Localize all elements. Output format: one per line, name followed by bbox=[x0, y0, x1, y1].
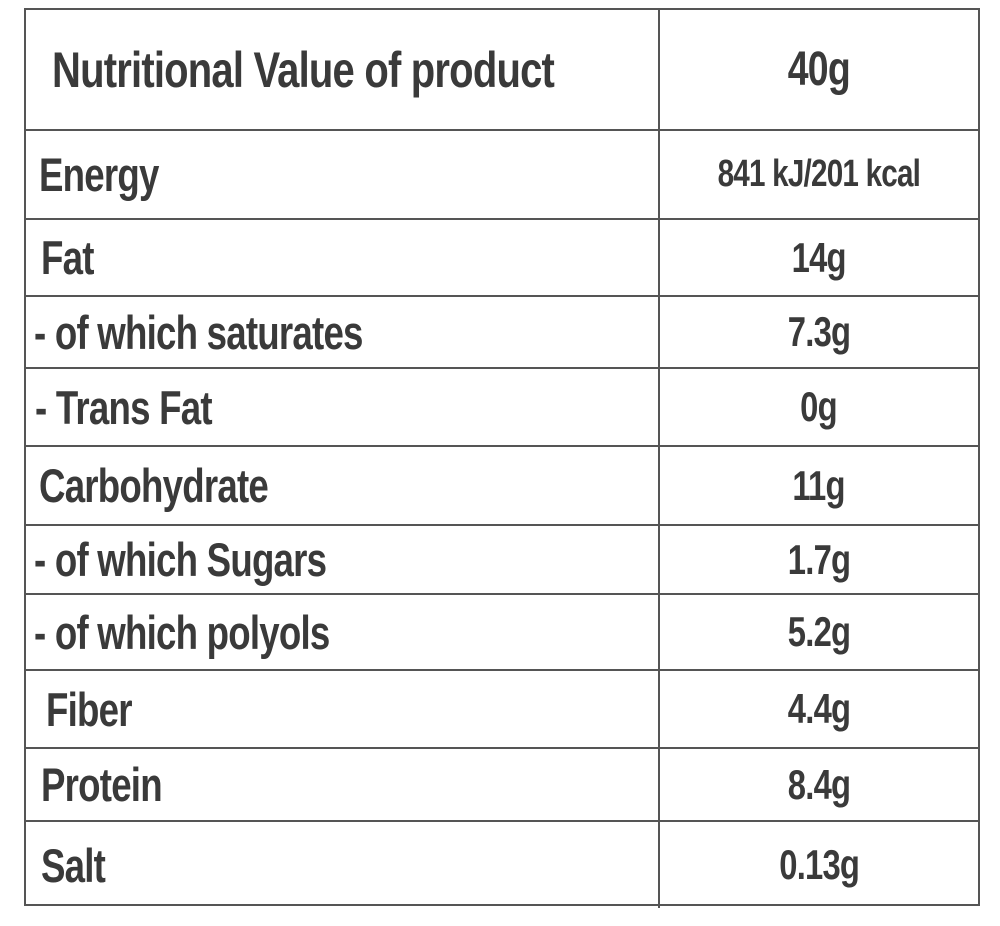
row-label-polyols: - of which polyols bbox=[34, 605, 330, 659]
header-value-cell: 40g bbox=[660, 10, 978, 131]
row-label-carbohydrate: Carbohydrate bbox=[39, 459, 269, 512]
row-label-saturates: - of which saturates bbox=[34, 305, 363, 359]
row-label-protein: Protein bbox=[41, 758, 163, 811]
row-value-cell: 1.7g bbox=[660, 526, 978, 595]
nutrition-table: Nutritional Value of product 40g Energy … bbox=[24, 8, 980, 908]
row-label-trans-fat: - Trans Fat bbox=[35, 380, 213, 434]
row-value-cell: 841 kJ/201 kcal bbox=[660, 131, 978, 220]
header-label-cell: Nutritional Value of product bbox=[26, 10, 660, 131]
row-label-cell: Carbohydrate bbox=[26, 447, 660, 526]
row-value-energy: 841 kJ/201 kcal bbox=[717, 153, 921, 195]
row-label-fiber: Fiber bbox=[46, 682, 133, 736]
row-value-cell: 14g bbox=[660, 220, 978, 297]
row-label-energy: Energy bbox=[39, 148, 159, 201]
row-label-fat: Fat bbox=[41, 231, 94, 284]
row-label-sugars: - of which Sugars bbox=[34, 533, 327, 586]
row-label-cell: Energy bbox=[26, 131, 660, 220]
row-label-cell: Protein bbox=[26, 749, 660, 822]
row-value-saturates: 7.3g bbox=[787, 308, 851, 355]
row-value-salt: 0.13g bbox=[779, 841, 860, 888]
row-value-cell: 0.13g bbox=[660, 822, 978, 908]
row-label-cell: - of which saturates bbox=[26, 297, 660, 369]
row-label-cell: Fat bbox=[26, 220, 660, 297]
row-label-cell: Fiber bbox=[26, 671, 660, 749]
row-label-cell: - of which polyols bbox=[26, 595, 660, 671]
row-label-cell: - Trans Fat bbox=[26, 369, 660, 447]
row-label-cell: - of which Sugars bbox=[26, 526, 660, 595]
header-label: Nutritional Value of product bbox=[52, 41, 555, 98]
row-value-cell: 8.4g bbox=[660, 749, 978, 822]
row-value-trans-fat: 0g bbox=[800, 383, 838, 430]
row-value-sugars: 1.7g bbox=[787, 535, 851, 583]
row-value-protein: 8.4g bbox=[787, 760, 851, 808]
row-value-cell: 11g bbox=[660, 447, 978, 526]
row-value-fiber: 4.4g bbox=[787, 685, 851, 732]
row-value-cell: 5.2g bbox=[660, 595, 978, 671]
row-label-salt: Salt bbox=[41, 838, 106, 892]
row-value-cell: 7.3g bbox=[660, 297, 978, 369]
row-value-polyols: 5.2g bbox=[787, 608, 851, 655]
row-value-cell: 4.4g bbox=[660, 671, 978, 749]
row-value-carbohydrate: 11g bbox=[792, 461, 846, 509]
header-value: 40g bbox=[787, 43, 851, 96]
row-value-cell: 0g bbox=[660, 369, 978, 447]
row-value-fat: 14g bbox=[791, 233, 847, 281]
row-label-cell: Salt bbox=[26, 822, 660, 908]
